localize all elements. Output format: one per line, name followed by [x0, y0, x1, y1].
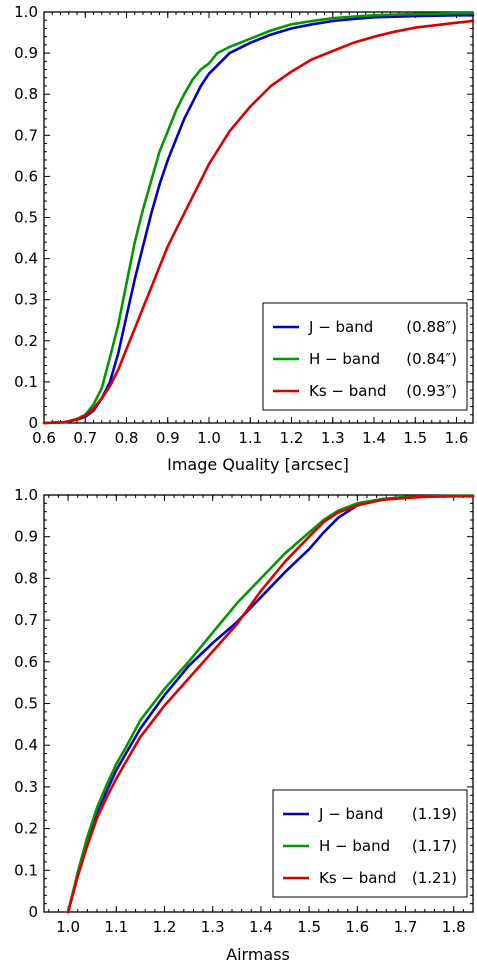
- y-tick-label: 0.4: [14, 736, 38, 754]
- x-tick-label: 1.5: [297, 918, 321, 936]
- legend-value-ks: (0.93″): [406, 382, 457, 400]
- legend-value-j: (0.88″): [406, 318, 457, 336]
- y-tick-label: 0.8: [14, 85, 38, 103]
- y-tick-label: 1.0: [14, 486, 38, 504]
- y-tick-label: 0.3: [14, 291, 38, 309]
- y-tick-label: 1.0: [14, 3, 38, 21]
- x-tick-label: 1.1: [238, 429, 262, 447]
- y-tick-label: 0.9: [14, 528, 38, 546]
- legend-label-h: H − band: [309, 350, 380, 368]
- x-tick-label: 1.8: [442, 918, 466, 936]
- legend-value-ks: (1.21): [412, 869, 457, 887]
- legend: J − band (0.88″) H − band (0.84″) Ks − band (…: [262, 302, 468, 411]
- y-tick-label: 0.9: [14, 44, 38, 62]
- series-line-ks: [42, 19, 475, 425]
- y-tick-label: 0.5: [14, 209, 38, 227]
- x-tick-label: 1.3: [321, 429, 345, 447]
- legend-value-h: (1.17): [412, 837, 457, 855]
- airmass-panel: 1.0 1.1 1.2 1.3 1.4 1.5 1.6 1.7 1.8 0 0.1 0.2 0.3 0.4…: [14, 486, 475, 964]
- legend: J − band (1.19) H − band (1.17) Ks − band (1.…: [272, 789, 468, 898]
- y-tick-label: 0.6: [14, 653, 38, 671]
- legend-label-ks: Ks − band: [309, 382, 387, 400]
- x-tick-label: 0.7: [73, 429, 97, 447]
- series-lines: [66, 494, 475, 914]
- x-tick-label: 1.6: [345, 918, 369, 936]
- x-tick-label: 1.0: [197, 429, 221, 447]
- x-tick-label: 1.3: [201, 918, 225, 936]
- x-axis-title: Airmass: [226, 945, 290, 964]
- x-tick-label: 1.1: [104, 918, 128, 936]
- legend-value-j: (1.19): [412, 805, 457, 823]
- tick-labels: 0.6 0.7 0.8 0.9 1.0 1.1 1.2 1.3 1.4 1.5 1.6 0 0.1 0.2…: [14, 3, 468, 447]
- x-tick-label: 0.8: [115, 429, 139, 447]
- y-tick-label: 0.8: [14, 569, 38, 587]
- x-tick-label: 1.2: [280, 429, 304, 447]
- y-tick-label: 0: [28, 903, 38, 921]
- x-axis-title: Image Quality [arcsec]: [167, 455, 349, 474]
- image-quality-panel: 0.6 0.7 0.8 0.9 1.0 1.1 1.2 1.3 1.4 1.5 1.6 0 0.1 0.2…: [14, 3, 475, 474]
- legend-label-ks: Ks − band: [319, 869, 397, 887]
- y-tick-label: 0.7: [14, 611, 38, 629]
- y-tick-label: 0: [28, 414, 38, 432]
- x-tick-label: 1.4: [362, 429, 386, 447]
- legend-label-j: J − band: [318, 805, 383, 823]
- y-tick-label: 0.2: [14, 820, 38, 838]
- legend-value-h: (0.84″): [406, 350, 457, 368]
- x-tick-label: 1.5: [403, 429, 427, 447]
- x-tick-label: 1.2: [153, 918, 177, 936]
- legend-label-h: H − band: [319, 837, 390, 855]
- y-tick-label: 0.1: [14, 861, 38, 879]
- tick-labels: 1.0 1.1 1.2 1.3 1.4 1.5 1.6 1.7 1.8 0 0.1 0.2 0.3 0.4…: [14, 486, 466, 936]
- series-line-ks: [66, 494, 475, 914]
- y-tick-label: 0.3: [14, 778, 38, 796]
- y-tick-label: 0.2: [14, 332, 38, 350]
- x-tick-label: 1.7: [394, 918, 418, 936]
- legend-label-j: J − band: [308, 318, 373, 336]
- series-line-h: [42, 11, 475, 425]
- x-tick-label: 1.4: [249, 918, 273, 936]
- y-tick-label: 0.5: [14, 695, 38, 713]
- x-tick-label: 1.6: [445, 429, 469, 447]
- y-tick-label: 0.7: [14, 126, 38, 144]
- y-tick-label: 0.1: [14, 373, 38, 391]
- x-tick-label: 1.0: [56, 918, 80, 936]
- series-lines: [42, 11, 475, 425]
- y-tick-label: 0.4: [14, 250, 38, 268]
- x-tick-label: 0.9: [156, 429, 180, 447]
- x-tick-label: 0.6: [32, 429, 56, 447]
- y-tick-label: 0.6: [14, 167, 38, 185]
